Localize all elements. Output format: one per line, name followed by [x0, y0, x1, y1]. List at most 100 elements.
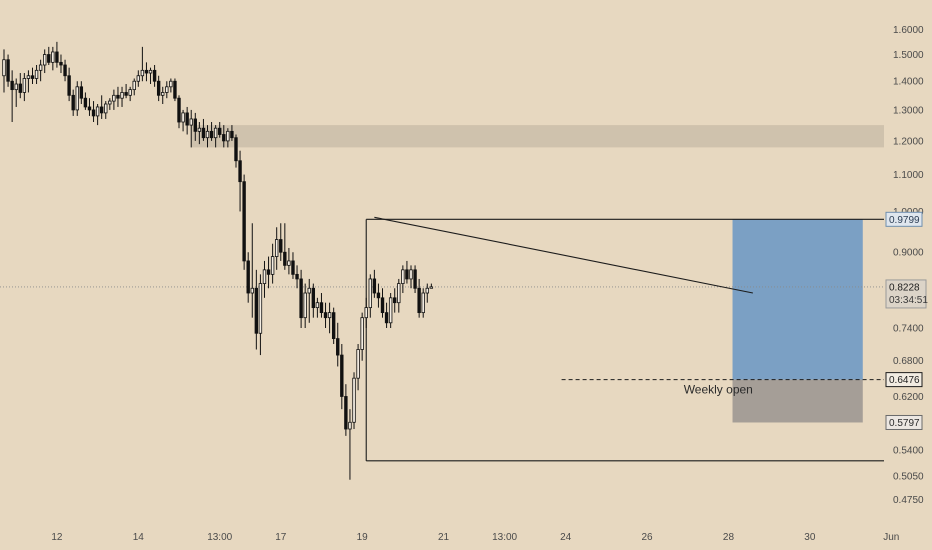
candle-body-down — [336, 338, 340, 356]
candle-body-up — [75, 86, 79, 111]
candle-body-down — [405, 269, 409, 280]
candle-body-up — [148, 69, 153, 74]
time-tick-label: 17 — [275, 532, 287, 543]
candle-body-up — [348, 421, 352, 430]
countdown-label: 03:34:51 — [889, 295, 928, 306]
candle-body-up — [315, 302, 320, 309]
candle-body-up — [401, 269, 405, 284]
price-tick-label: 0.7400 — [893, 323, 924, 334]
candle-body-up — [112, 94, 116, 102]
candle-body-down — [201, 127, 206, 139]
price-tag-0-label: 0.9799 — [889, 215, 920, 226]
time-tick-label: 14 — [133, 532, 145, 543]
price-tick-label: 0.6800 — [893, 356, 924, 367]
candle-body-down — [79, 86, 84, 99]
candle-body-up — [108, 100, 112, 105]
price-tick-label: 1.5000 — [893, 50, 924, 61]
candle-body-down — [218, 127, 222, 135]
candle-body-down — [55, 51, 59, 63]
candle-body-down — [59, 61, 63, 66]
candle-body-down — [83, 97, 88, 108]
price-tick-label: 1.2000 — [893, 136, 924, 147]
candle-body-up — [161, 92, 165, 96]
candle-body-down — [209, 130, 214, 139]
candle-body-up — [307, 287, 311, 294]
price-tag-1-box — [885, 372, 923, 388]
price-axis: 1.60001.50001.40001.30001.20001.10001.00… — [893, 25, 924, 506]
candle-body-down — [67, 75, 71, 96]
candle-body-down — [372, 278, 377, 294]
candle-body-up — [425, 287, 429, 294]
target-zone — [732, 219, 863, 380]
candle-body-down — [340, 354, 344, 397]
time-tick-label: Jun — [883, 532, 899, 543]
time-tick-label: 26 — [641, 532, 653, 543]
candle-body-down — [30, 75, 35, 79]
price-tick-label: 1.6000 — [893, 25, 924, 36]
candle-body-down — [152, 69, 157, 82]
price-tick-label: 1.1000 — [893, 170, 924, 181]
candle-body-up — [258, 283, 263, 334]
candle-body-up — [120, 92, 124, 99]
candle-body-down — [283, 251, 287, 266]
candle-body-up — [43, 54, 47, 66]
candle-body-up — [364, 307, 368, 319]
candle-body-up — [429, 286, 434, 289]
candle-body-up — [360, 317, 364, 350]
price-tag-1-label: 0.6476 — [889, 375, 920, 386]
candle-body-down — [380, 297, 385, 314]
time-tick-label: 30 — [804, 532, 816, 543]
candle-body-up — [38, 64, 43, 71]
candle-body-down — [10, 80, 14, 91]
price-tick-label: 0.4750 — [893, 495, 924, 506]
candle-body-down — [238, 160, 242, 183]
candle-body-up — [368, 278, 372, 309]
candle-body-up — [274, 239, 279, 257]
candle-body-up — [327, 312, 332, 319]
candle-body-up — [140, 69, 145, 77]
candle-body-down — [246, 260, 250, 294]
candle-body-down — [393, 297, 397, 304]
zones-layer — [191, 125, 885, 423]
candles-layer — [2, 41, 434, 480]
candle-body-up — [270, 256, 275, 275]
candle-body-down — [177, 97, 181, 123]
candle-body-up — [34, 69, 39, 79]
candle-body-down — [116, 94, 120, 99]
candle-body-down — [124, 92, 128, 96]
candle-body-up — [51, 51, 55, 63]
candle-body-up — [352, 377, 356, 423]
time-axis: 12 14 13:00 17 19 21 13:00 24 26 28 30 Jun — [51, 532, 899, 543]
candle-body-down — [185, 112, 189, 126]
candle-body-down — [234, 137, 238, 162]
trend-line — [374, 216, 753, 294]
candle-body-down — [331, 312, 336, 340]
candle-body-down — [242, 181, 246, 262]
candle-body-up — [136, 75, 141, 82]
candle-body-down — [71, 94, 75, 111]
candle-body-up — [197, 127, 202, 132]
candle-body-down — [254, 287, 259, 334]
candle-body-down — [99, 106, 104, 114]
candle-body-up — [397, 283, 401, 304]
price-tag-0-box — [885, 211, 923, 227]
candle-body-down — [311, 287, 316, 309]
candle-body-up — [128, 89, 132, 96]
candle-body-up — [132, 80, 136, 91]
candle-body-up — [14, 83, 18, 91]
candle-body-up — [356, 349, 360, 379]
candle-body-down — [417, 287, 421, 314]
candle-body-down — [173, 80, 177, 99]
candle-body-up — [287, 260, 291, 266]
candle-body-up — [303, 292, 307, 319]
price-tick-label: 1.3000 — [893, 105, 924, 116]
candle-body-up — [95, 106, 100, 117]
candle-body-down — [319, 302, 324, 314]
candle-body-up — [388, 297, 393, 324]
candle-body-down — [87, 106, 92, 111]
candle-body-up — [189, 118, 193, 126]
time-tick-label: 28 — [723, 532, 735, 543]
candle-body-down — [323, 312, 328, 319]
candle-body-down — [222, 134, 226, 142]
